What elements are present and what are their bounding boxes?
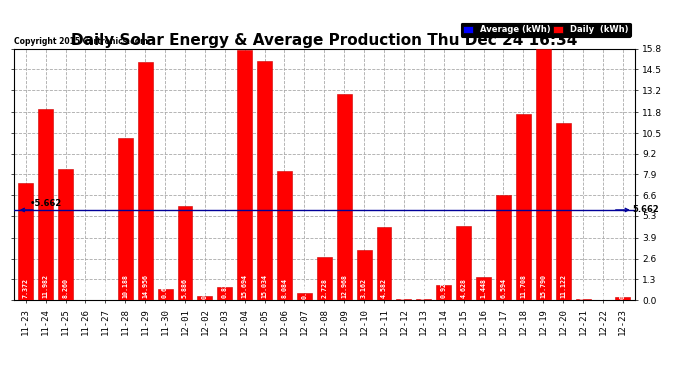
- Text: 1.448: 1.448: [480, 278, 486, 298]
- Text: 0.186: 0.186: [620, 279, 626, 299]
- Text: 2.728: 2.728: [322, 278, 327, 298]
- Text: 15.790: 15.790: [540, 274, 546, 298]
- Bar: [476, 277, 491, 300]
- Bar: [357, 250, 372, 300]
- Bar: [397, 299, 411, 300]
- Text: 0.686: 0.686: [162, 278, 168, 298]
- Text: 8.084: 8.084: [282, 278, 288, 298]
- Text: 0.082: 0.082: [421, 279, 427, 299]
- Text: 0.922: 0.922: [441, 278, 446, 298]
- Text: 12.968: 12.968: [341, 274, 347, 298]
- Bar: [555, 123, 571, 300]
- Bar: [337, 94, 352, 300]
- Bar: [177, 206, 193, 300]
- Bar: [377, 227, 391, 300]
- Text: 4.582: 4.582: [381, 278, 387, 298]
- Bar: [18, 183, 33, 300]
- Text: 0.044: 0.044: [580, 279, 586, 299]
- Text: 5.662: 5.662: [633, 206, 660, 214]
- Text: 4.628: 4.628: [461, 278, 466, 298]
- Text: 11.708: 11.708: [520, 274, 526, 298]
- Text: 3.162: 3.162: [361, 278, 367, 298]
- Text: 15.034: 15.034: [262, 274, 268, 298]
- Title: Daily Solar Energy & Average Production Thu Dec 24 16:34: Daily Solar Energy & Average Production …: [71, 33, 578, 48]
- Bar: [217, 287, 233, 300]
- Bar: [416, 299, 431, 300]
- Text: 5.886: 5.886: [182, 278, 188, 298]
- Text: 0.234: 0.234: [202, 279, 208, 299]
- Bar: [297, 292, 312, 300]
- Bar: [535, 49, 551, 300]
- Text: 0.000: 0.000: [102, 279, 108, 299]
- Bar: [575, 299, 591, 300]
- Bar: [516, 114, 531, 300]
- Bar: [456, 226, 471, 300]
- Text: 0.048: 0.048: [401, 279, 407, 299]
- Bar: [257, 61, 272, 300]
- Bar: [58, 169, 73, 300]
- Text: 0.000: 0.000: [600, 279, 606, 299]
- Bar: [615, 297, 631, 300]
- Bar: [277, 171, 292, 300]
- Text: •5.662: •5.662: [30, 199, 62, 208]
- Bar: [157, 289, 172, 300]
- Text: 14.956: 14.956: [142, 274, 148, 298]
- Text: 10.188: 10.188: [122, 274, 128, 298]
- Bar: [496, 195, 511, 300]
- Bar: [436, 285, 451, 300]
- Text: Copyright 2015 Cartronics.com: Copyright 2015 Cartronics.com: [14, 37, 148, 46]
- Bar: [197, 296, 213, 300]
- Text: 8.260: 8.260: [63, 278, 68, 298]
- Text: 0.470: 0.470: [302, 279, 308, 299]
- Bar: [237, 50, 252, 300]
- Bar: [38, 110, 53, 300]
- Bar: [317, 256, 332, 300]
- Text: 11.122: 11.122: [560, 274, 566, 298]
- Text: 0.000: 0.000: [82, 279, 88, 299]
- Text: 15.694: 15.694: [241, 274, 248, 298]
- Text: 11.982: 11.982: [43, 274, 49, 298]
- Text: 0.820: 0.820: [221, 278, 228, 298]
- Bar: [118, 138, 132, 300]
- Legend: Average (kWh), Daily  (kWh): Average (kWh), Daily (kWh): [461, 23, 631, 37]
- Bar: [138, 62, 152, 300]
- Text: 7.372: 7.372: [23, 278, 29, 298]
- Text: 6.594: 6.594: [500, 278, 506, 298]
